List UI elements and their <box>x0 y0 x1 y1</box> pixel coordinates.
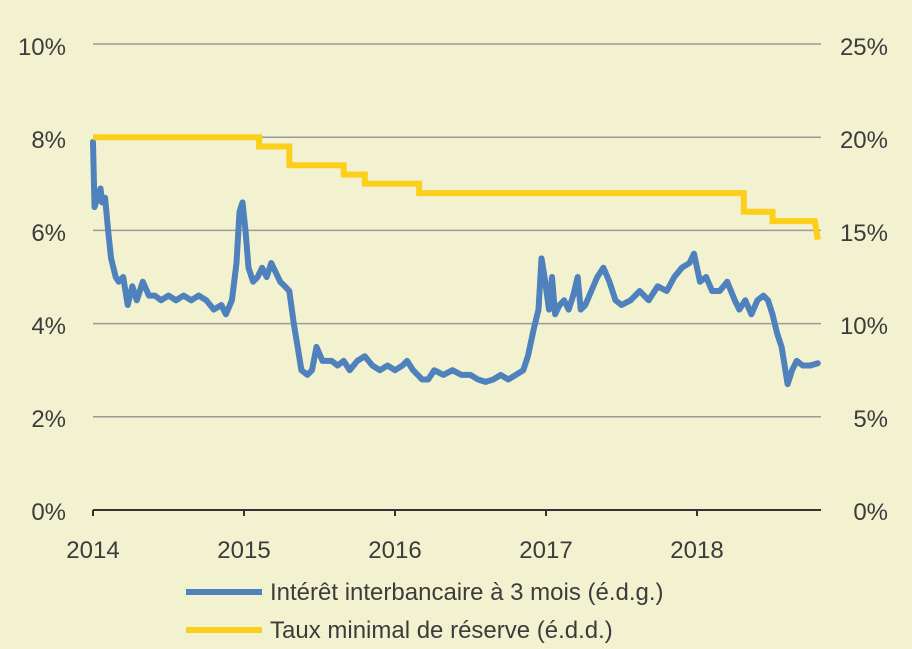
y-right-tick-label: 5% <box>853 406 888 433</box>
y-left-tick-label: 2% <box>31 406 66 433</box>
x-tick-label: 2017 <box>519 537 572 564</box>
y-left-tick-label: 0% <box>31 499 66 526</box>
series-line-interbank-rate <box>90 138 821 388</box>
y-right-tick-label: 10% <box>840 313 888 340</box>
gridlines <box>93 43 821 511</box>
x-tick-label: 2018 <box>670 537 723 564</box>
x-tick-label: 2014 <box>66 537 119 564</box>
x-tick-label: 2016 <box>368 537 421 564</box>
y-left-tick-label: 8% <box>31 127 66 154</box>
y-right-tick-label: 0% <box>853 499 888 526</box>
y-right-tick-label: 20% <box>840 127 888 154</box>
y-left-tick-label: 10% <box>18 34 66 61</box>
y-right-tick-label: 15% <box>840 220 888 247</box>
y-right-tick-label: 25% <box>840 34 888 61</box>
legend: Intérêt interbancaire à 3 mois (é.d.g.) … <box>186 579 664 644</box>
series-line-reserve-ratio <box>93 134 821 241</box>
y-left-tick-label: 6% <box>31 220 66 247</box>
legend-label-interbank-rate: Intérêt interbancaire à 3 mois (é.d.g.) <box>270 579 664 606</box>
x-tick-label: 2015 <box>217 537 270 564</box>
y-left-tick-label: 4% <box>31 313 66 340</box>
legend-label-reserve-ratio: Taux minimal de réserve (é.d.d.) <box>270 617 613 644</box>
